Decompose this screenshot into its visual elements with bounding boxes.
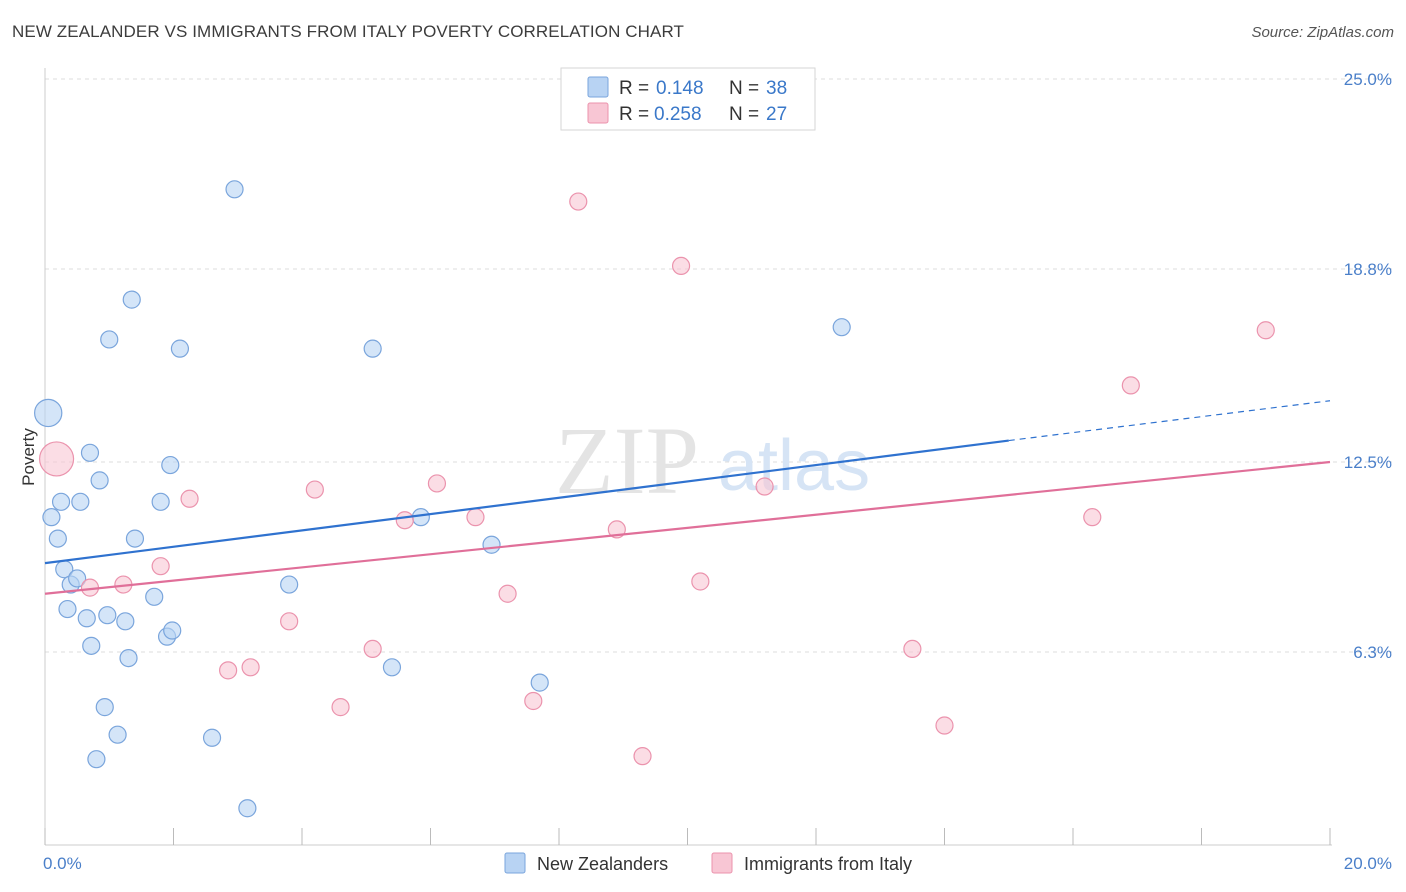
italy-point-13 — [466, 508, 485, 527]
italy-point-9 — [331, 698, 350, 717]
source-label: Source: ZipAtlas.com — [1251, 24, 1394, 41]
nz-point-28 — [202, 728, 222, 747]
italy-point-3 — [151, 557, 170, 576]
x-tick-label-1: 20.0% — [1344, 854, 1392, 873]
nz-point-27 — [170, 339, 190, 358]
gridlines — [45, 78, 1392, 653]
italy-point-7 — [280, 612, 299, 631]
nz-point-26 — [163, 621, 182, 640]
italy-point-26 — [1256, 321, 1275, 340]
nz-point-3 — [51, 492, 71, 511]
nz-point-1 — [42, 508, 61, 527]
nz-point-35 — [482, 535, 501, 554]
italy-point-5 — [219, 661, 238, 680]
italy-point-23 — [935, 716, 954, 735]
chart-title: NEW ZEALANDER VS IMMIGRANTS FROM ITALY P… — [12, 22, 685, 41]
italy-point-21 — [755, 477, 774, 496]
x-tick-labels: 0.0% 20.0% — [43, 854, 1392, 873]
italy-trend-line — [44, 460, 1331, 595]
data-points — [34, 180, 1275, 818]
nz-point-0 — [34, 398, 63, 428]
italy-point-22 — [903, 639, 922, 659]
nz-point-5 — [58, 599, 77, 619]
nz-point-18 — [116, 612, 135, 631]
bottom-legend-swatch-new-zealanders — [504, 852, 526, 874]
legend-r-label-0: R = — [619, 78, 649, 99]
nz-point-31 — [280, 575, 299, 594]
y-tick-label-0: 6.3% — [1353, 643, 1392, 662]
legend-n-value-1: 27 — [766, 104, 787, 125]
y-tick-label-3: 25.0% — [1344, 70, 1392, 89]
legend-r-value-1: 0.258 — [654, 104, 702, 125]
italy-point-6 — [241, 658, 260, 677]
legend-swatch-italy — [587, 102, 609, 124]
nz-point-12 — [87, 750, 106, 769]
nz-point-16 — [100, 330, 119, 349]
nz-point-36 — [530, 673, 549, 692]
italy-point-19 — [671, 256, 691, 276]
legend-r-label-1: R = — [619, 104, 649, 125]
italy-point-25 — [1121, 376, 1140, 395]
nz-trend-extension — [1008, 400, 1331, 442]
italy-point-8 — [305, 480, 324, 499]
italy-point-14 — [498, 584, 517, 603]
italy-point-0 — [38, 441, 75, 477]
watermark: ZIP atlas — [555, 407, 870, 514]
legend-swatch-new-zealanders — [587, 76, 609, 98]
trend-lines — [44, 400, 1331, 595]
nz-point-22 — [145, 587, 164, 606]
y-tick-label-2: 18.8% — [1344, 260, 1392, 279]
nz-point-32 — [363, 339, 382, 358]
legend-n-label-1: N = — [729, 104, 759, 125]
y-axis-label: Poverty — [19, 428, 38, 486]
italy-point-4 — [180, 489, 199, 508]
bottom-legend-label-italy: Immigrants from Italy — [744, 854, 912, 874]
nz-point-9 — [77, 609, 96, 628]
italy-point-24 — [1083, 508, 1102, 527]
italy-point-10 — [363, 639, 382, 659]
nz-point-20 — [122, 290, 141, 309]
nz-point-17 — [108, 725, 127, 744]
nz-point-13 — [90, 471, 109, 490]
nz-point-7 — [68, 569, 87, 588]
nz-point-15 — [98, 606, 117, 625]
italy-point-18 — [633, 747, 652, 766]
italy-point-15 — [524, 691, 543, 711]
nz-point-21 — [125, 529, 145, 548]
y-tick-label-1: 12.5% — [1344, 453, 1392, 472]
nz-trend-line — [44, 439, 1009, 565]
watermark-zip: ZIP — [555, 407, 699, 514]
bottom-legend-label-new-zealanders: New Zealanders — [537, 854, 668, 874]
nz-point-23 — [151, 492, 170, 511]
italy-point-16 — [569, 192, 588, 211]
nz-point-25 — [161, 455, 180, 475]
italy-point-12 — [427, 474, 447, 493]
nz-point-8 — [71, 492, 90, 511]
nz-point-29 — [225, 180, 244, 199]
y-tick-labels: 6.3% 12.5% 18.8% 25.0% — [1344, 70, 1392, 662]
nz-point-30 — [238, 799, 257, 818]
nz-point-11 — [82, 636, 101, 655]
nz-point-10 — [80, 443, 100, 462]
x-tick-label-0: 0.0% — [43, 854, 82, 873]
legend-r-value-0: 0.148 — [656, 78, 704, 99]
nz-point-37 — [832, 318, 851, 337]
italy-point-11 — [395, 511, 414, 530]
nz-point-14 — [95, 698, 114, 717]
legend-n-label-0: N = — [729, 78, 759, 99]
nz-point-2 — [48, 529, 67, 548]
italy-point-20 — [691, 572, 710, 591]
nz-point-19 — [119, 648, 138, 668]
legend-n-value-0: 38 — [766, 78, 787, 99]
legend-top: R = 0.148 N = 38 R = 0.258 N = 27 — [560, 67, 816, 131]
nz-point-33 — [382, 658, 402, 677]
bottom-legend-swatch-italy — [711, 852, 733, 874]
watermark-atlas: atlas — [718, 426, 870, 506]
legend-bottom: New Zealanders Immigrants from Italy — [504, 852, 912, 874]
